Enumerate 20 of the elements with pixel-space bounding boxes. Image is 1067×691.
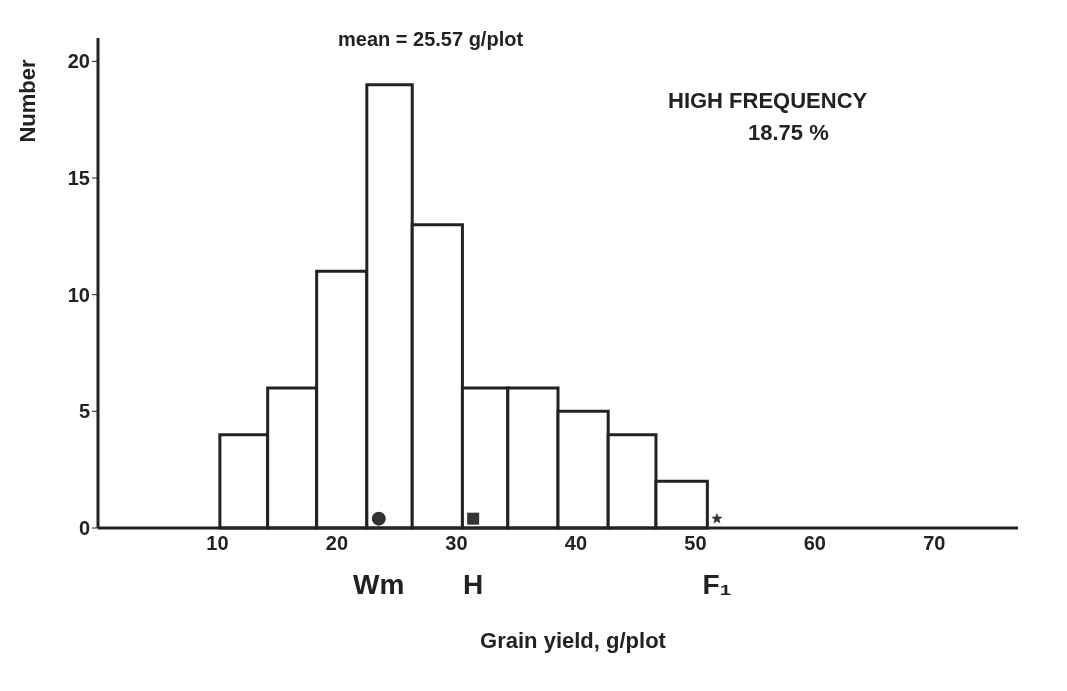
x-tick-label: 70 (923, 532, 946, 555)
y-tick-label: 15 (67, 167, 90, 190)
series-label: Wm (353, 569, 405, 601)
y-tick-label: 0 (78, 517, 90, 540)
annotation: 18.75 % (748, 120, 829, 146)
y-axis-title: Number (15, 58, 41, 145)
x-axis-title: Grain yield, g/plot (479, 628, 667, 654)
x-tick-label: 30 (445, 532, 468, 555)
annotation: mean = 25.57 g/plot (338, 28, 524, 51)
x-tick-label: 40 (564, 532, 588, 555)
y-tick-label: 20 (67, 50, 90, 73)
series-label: H (463, 569, 484, 601)
x-tick-label: 10 (206, 532, 229, 555)
x-tick-label: 60 (803, 532, 827, 555)
y-tick-label: 10 (67, 283, 90, 306)
x-tick-label: 20 (325, 532, 349, 555)
series-label: F₁ (702, 569, 732, 601)
x-tick-label: 50 (684, 532, 707, 555)
y-tick-label: 5 (78, 400, 90, 423)
annotation: HIGH FREQUENCY (668, 88, 868, 114)
